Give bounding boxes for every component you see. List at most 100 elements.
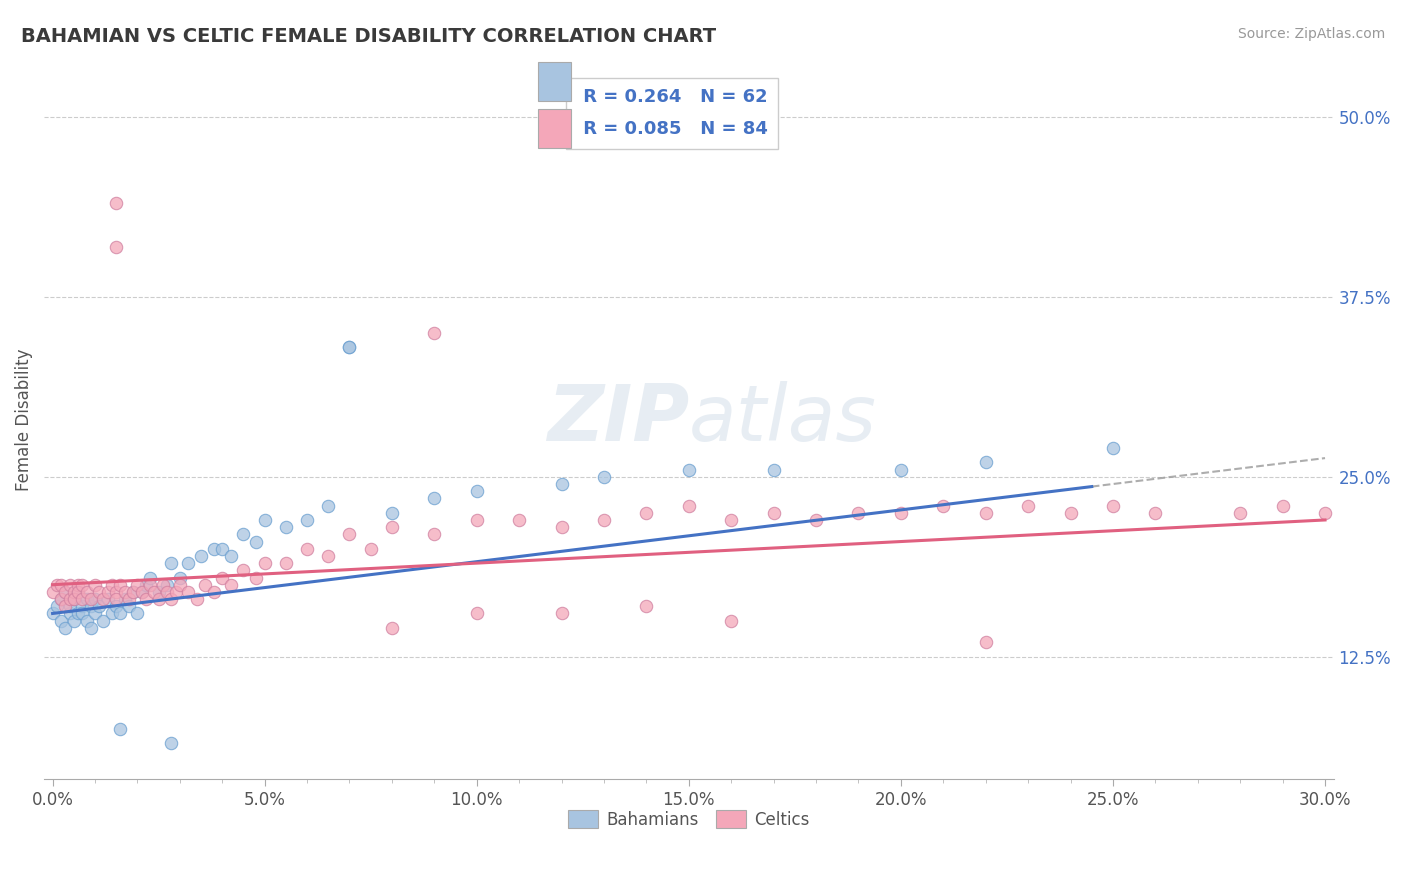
Point (76, 585, 98, 599)
Point (110, 722, 132, 736)
Point (118, 599, 141, 614)
Point (160, 736, 183, 750)
Point (97, 585, 120, 599)
Point (381, 520, 404, 534)
Point (316, 549, 339, 563)
Point (550, 477, 572, 491)
Point (62, 592, 84, 607)
Point (62, 614, 84, 628)
Point (202, 541, 225, 556)
Point (53, 585, 76, 599)
Point (49, 592, 72, 607)
Point (97, 592, 120, 607)
Point (49, 614, 72, 628)
Point (67, 585, 90, 599)
Point (80, 592, 103, 607)
Point (160, 592, 183, 607)
Point (80, 621, 103, 635)
Point (423, 491, 446, 506)
Point (253, 513, 276, 527)
Point (49, 592, 72, 607)
Point (114, 592, 136, 607)
Point (762, 506, 785, 520)
Point (165, 585, 187, 599)
Point (148, 592, 170, 607)
Point (127, 607, 149, 621)
Point (76, 592, 98, 607)
Point (678, 462, 700, 476)
Point (381, 621, 404, 635)
Point (93, 592, 115, 607)
Point (105, 592, 128, 607)
Point (62, 592, 84, 607)
Point (72, 607, 94, 621)
Point (41, 607, 63, 621)
Point (122, 585, 145, 599)
Point (974, 455, 997, 469)
Point (105, 599, 128, 614)
Point (89, 585, 111, 599)
Point (148, 585, 170, 599)
Point (101, 607, 124, 621)
Point (720, 614, 742, 628)
Point (58, 599, 80, 614)
Point (465, 607, 488, 621)
Point (636, 599, 658, 614)
Point (72, 592, 94, 607)
Point (49, 577, 72, 591)
Point (848, 506, 870, 520)
Point (550, 520, 572, 534)
Point (93, 614, 115, 628)
Point (932, 499, 955, 513)
Point (219, 577, 242, 591)
Point (423, 326, 446, 340)
Point (550, 607, 572, 621)
Point (232, 527, 254, 541)
Point (219, 549, 242, 563)
Point (1271, 499, 1294, 513)
Point (339, 340, 361, 354)
Point (156, 577, 179, 591)
Point (1313, 506, 1336, 520)
Point (1059, 506, 1081, 520)
Point (72, 577, 94, 591)
Y-axis label: Female Disability: Female Disability (15, 348, 32, 491)
Point (720, 513, 742, 527)
Point (169, 570, 191, 584)
Point (58, 577, 80, 591)
Point (53, 585, 76, 599)
Point (1144, 506, 1167, 520)
Point (84, 592, 107, 607)
Point (232, 563, 254, 577)
Point (122, 585, 145, 599)
Text: ZIP: ZIP (547, 381, 689, 458)
Point (84, 577, 107, 591)
Point (118, 592, 141, 607)
Point (135, 577, 157, 591)
Point (423, 527, 446, 541)
Point (114, 585, 136, 599)
Point (53, 599, 76, 614)
Point (339, 527, 361, 541)
Text: R = 0.264   N = 62
 R = 0.085   N = 84: R = 0.264 N = 62 R = 0.085 N = 84 (576, 88, 768, 138)
Point (762, 462, 785, 476)
Point (253, 556, 276, 570)
Point (360, 541, 382, 556)
Point (89, 599, 111, 614)
Point (160, 556, 183, 570)
Point (678, 499, 700, 513)
Point (274, 556, 297, 570)
Point (53, 621, 76, 635)
Point (177, 556, 200, 570)
Point (152, 577, 174, 591)
Point (245, 570, 267, 584)
Point (135, 592, 157, 607)
Legend: Bahamians, Celtics: Bahamians, Celtics (561, 804, 815, 835)
Point (295, 541, 318, 556)
Point (316, 499, 339, 513)
Point (58, 592, 80, 607)
Point (339, 340, 361, 354)
Point (105, 239, 128, 253)
Point (381, 506, 404, 520)
Point (186, 592, 208, 607)
